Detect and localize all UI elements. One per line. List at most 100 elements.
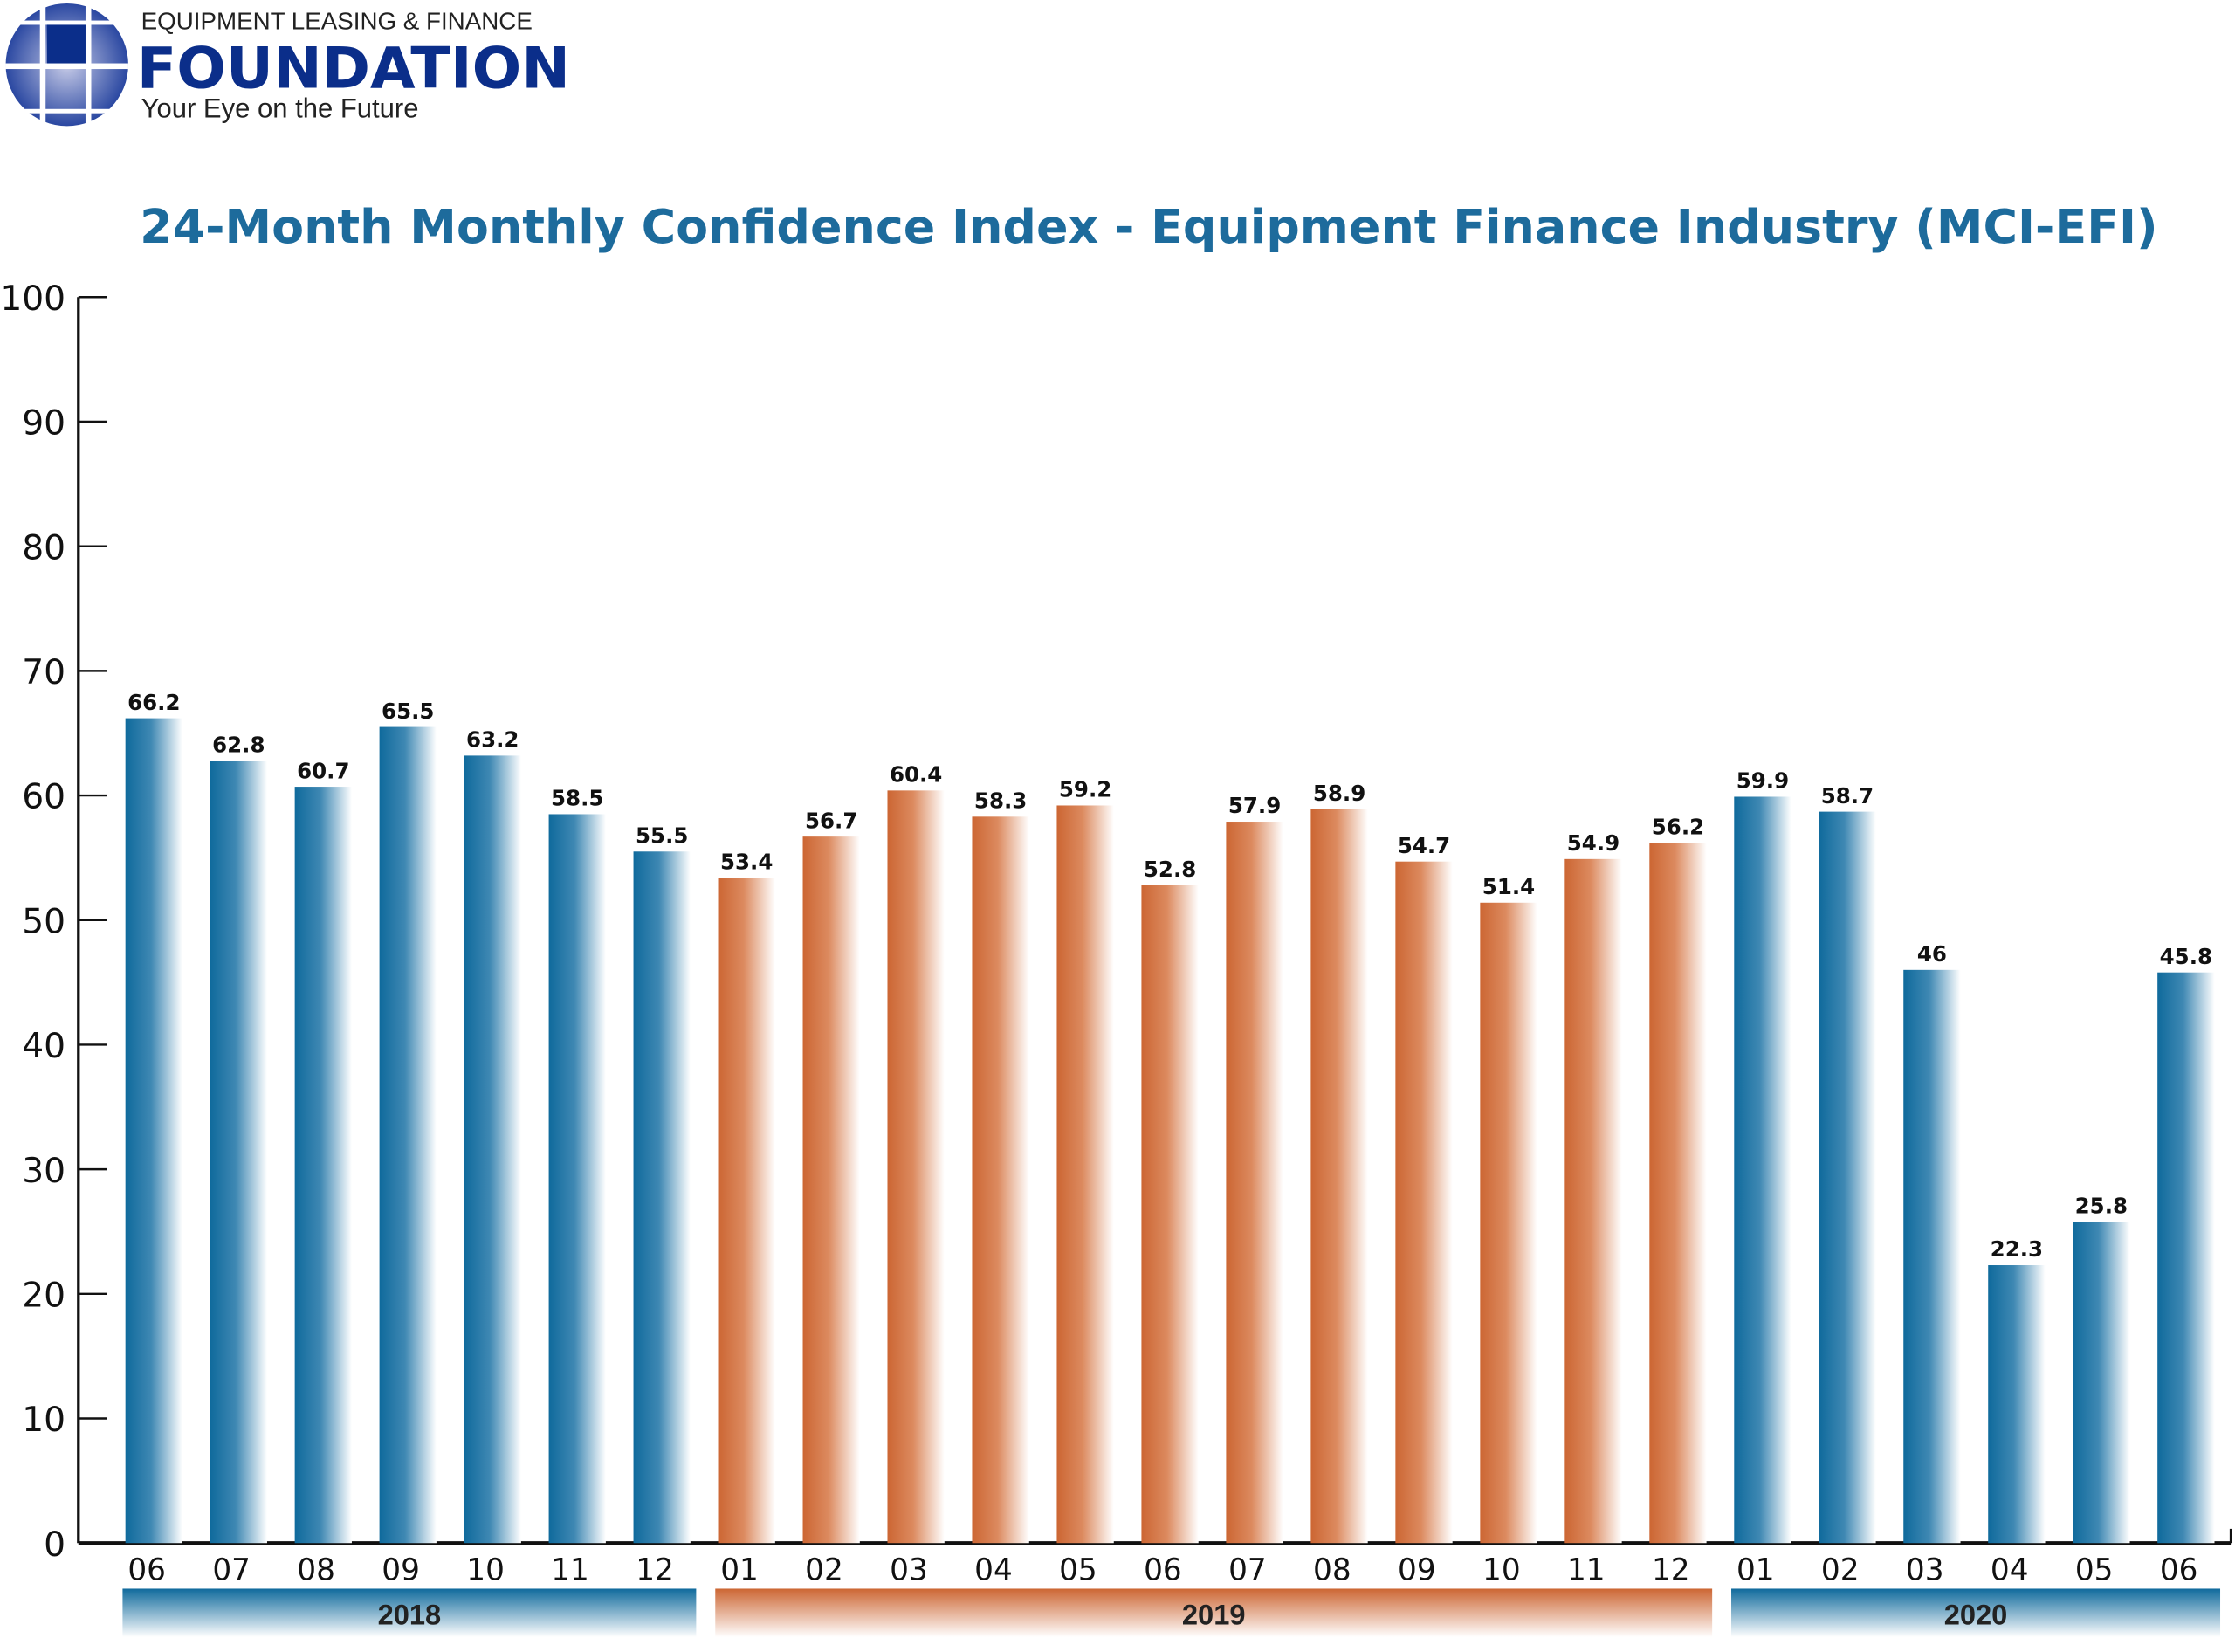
data-label: 58.9 (1313, 781, 1365, 806)
data-label: 59.9 (1736, 768, 1789, 794)
bar (1988, 1265, 2046, 1544)
y-tick-label: 90 (22, 404, 65, 444)
x-tick-label: 05 (1059, 1553, 1097, 1588)
x-tick-label: 06 (127, 1553, 166, 1588)
data-label: 53.4 (720, 849, 773, 874)
data-label: 52.8 (1144, 857, 1196, 882)
logo-tagline: Your Eye on the Future (141, 93, 419, 124)
year-label: 2019 (1182, 1598, 1246, 1630)
x-tick-label: 08 (1313, 1553, 1351, 1588)
y-tick-label: 80 (22, 528, 65, 568)
data-label: 58.7 (1821, 783, 1874, 809)
x-tick-label: 10 (1482, 1553, 1521, 1588)
data-label: 25.8 (2075, 1193, 2128, 1218)
y-tick-label: 30 (22, 1152, 65, 1191)
year-band-2019 (715, 1588, 1713, 1637)
data-label: 56.2 (1652, 814, 1704, 839)
year-bands: 2018 2019 2020 (122, 1588, 2221, 1637)
x-tick-label: 06 (2160, 1553, 2198, 1588)
x-tick-label: 05 (2075, 1553, 2114, 1588)
bar (210, 761, 267, 1544)
year-band-2020 (1731, 1588, 2221, 1637)
data-label: 46 (1917, 941, 1947, 967)
data-label: 51.4 (1482, 874, 1535, 899)
y-tick-label: 20 (22, 1277, 65, 1316)
bar (1310, 809, 1368, 1544)
x-tick-label: 08 (297, 1553, 335, 1588)
x-tick-label: 12 (636, 1553, 674, 1588)
x-tick-label: 06 (1144, 1553, 1182, 1588)
data-label: 66.2 (127, 690, 180, 715)
bar (2073, 1222, 2130, 1544)
x-tick-label: 09 (382, 1553, 420, 1588)
data-label: 65.5 (382, 699, 434, 724)
bar (2157, 972, 2215, 1544)
bar (1480, 902, 1537, 1544)
logo-line1: EQUIPMENT LEASING & FINANCE (141, 7, 533, 34)
y-tick-label: 40 (22, 1027, 65, 1066)
y-tick-label: 0 (44, 1525, 65, 1565)
bar (633, 851, 691, 1544)
x-tick-label: 12 (1652, 1553, 1690, 1588)
bar (802, 836, 860, 1544)
bar (972, 816, 1029, 1544)
data-label: 22.3 (1991, 1236, 2043, 1262)
logo-line2: FOUNDATION (137, 35, 570, 101)
x-tick-label: 10 (466, 1553, 505, 1588)
bar (1141, 885, 1199, 1544)
bar (1564, 858, 1622, 1544)
bar (464, 755, 521, 1544)
data-label: 54.9 (1567, 830, 1620, 856)
y-tick-label: 50 (22, 902, 65, 941)
logo: EQUIPMENT LEASING & FINANCE FOUNDATION Y… (5, 3, 570, 127)
bar (887, 790, 945, 1544)
x-tick-label: 02 (1821, 1553, 1860, 1588)
data-label: 45.8 (2160, 944, 2212, 969)
data-label: 56.7 (805, 808, 857, 833)
y-tick-label: 10 (22, 1401, 65, 1440)
bar (1734, 796, 1791, 1544)
x-tick-label: 03 (1906, 1553, 1944, 1588)
data-label: 59.2 (1059, 777, 1111, 802)
y-tick-label: 100 (0, 279, 65, 319)
bar (1395, 861, 1453, 1544)
data-label: 58.3 (974, 788, 1027, 814)
x-tick-label: 09 (1398, 1553, 1436, 1588)
data-label: 58.5 (551, 786, 603, 811)
data-label: 54.7 (1398, 833, 1450, 858)
bar (125, 718, 182, 1544)
data-label: 60.7 (297, 758, 349, 783)
year-label: 2018 (378, 1598, 442, 1630)
bar (1903, 969, 1961, 1544)
year-label: 2020 (1944, 1598, 2008, 1630)
x-tick-label: 03 (890, 1553, 928, 1588)
x-tick-label: 11 (1567, 1553, 1606, 1588)
year-band-2018 (122, 1588, 697, 1637)
bar (548, 814, 606, 1544)
bar (294, 787, 352, 1544)
y-tick-label: 60 (22, 778, 65, 817)
x-tick-label: 02 (805, 1553, 843, 1588)
data-label: 63.2 (466, 727, 519, 753)
bars: 66.2 06 62.8 07 60.7 08 65.5 09 63.2 10 58.5 11 55.5… (125, 690, 2215, 1588)
chart-title: 24-Month Monthly Confidence Index - Equi… (140, 199, 2157, 254)
bar (379, 726, 437, 1544)
x-tick-label: 01 (1736, 1553, 1775, 1588)
data-label: 57.9 (1228, 793, 1281, 818)
bar (1226, 822, 1283, 1544)
data-label: 62.8 (212, 732, 265, 757)
bar (1056, 805, 1114, 1544)
globe-logo-icon (5, 3, 128, 127)
bar (1819, 811, 1876, 1544)
x-tick-label: 07 (1228, 1553, 1267, 1588)
y-tick-label: 70 (22, 653, 65, 692)
x-tick-label: 04 (974, 1553, 1013, 1588)
x-tick-label: 01 (720, 1553, 759, 1588)
data-label: 55.5 (636, 823, 688, 848)
bar (718, 878, 775, 1544)
x-tick-label: 11 (551, 1553, 589, 1588)
x-tick-label: 07 (212, 1553, 251, 1588)
bar (1649, 843, 1707, 1544)
data-label: 60.4 (890, 762, 942, 788)
